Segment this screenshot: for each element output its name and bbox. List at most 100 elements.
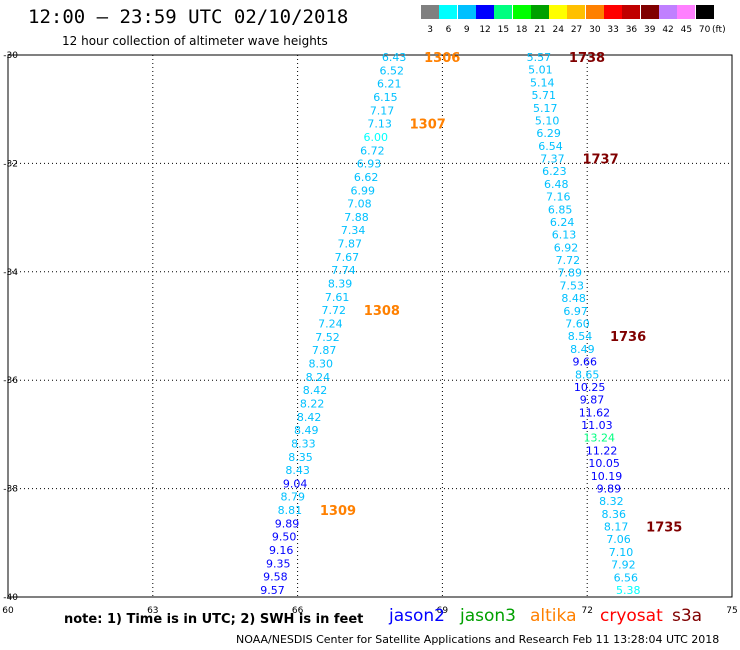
data-point-altika: 8.24 (306, 371, 331, 384)
x-tick-label: 66 (292, 606, 304, 616)
data-point-s3a: 5.10 (535, 114, 560, 127)
data-point-altika: 7.24 (318, 318, 343, 331)
data-point-altika: 7.08 (347, 198, 372, 211)
data-point-altika: 8.43 (285, 464, 310, 477)
credit-line: NOAA/NESDIS Center for Satellite Applica… (236, 633, 720, 646)
time-label-s3a: 1738 (569, 51, 605, 66)
data-point-altika: 6.93 (357, 158, 382, 171)
data-point-altika: 8.49 (294, 424, 319, 437)
time-label-s3a: 1735 (646, 521, 682, 536)
data-point-altika: 9.16 (269, 544, 294, 557)
legend-swatch (421, 5, 439, 19)
data-point-s3a: 7.10 (609, 546, 634, 559)
data-point-altika: 6.21 (377, 78, 402, 91)
data-point-altika: 8.30 (309, 357, 334, 370)
data-point-s3a: 6.13 (552, 229, 577, 242)
data-point-s3a: 8.65 (575, 368, 600, 381)
y-tick-label: -32 (3, 159, 18, 169)
satellite-jason2: jason2 (389, 606, 445, 626)
data-point-s3a: 8.36 (601, 508, 626, 521)
legend-swatch (567, 5, 586, 19)
data-point-altika: 7.88 (344, 211, 369, 224)
data-point-altika: 6.99 (351, 184, 376, 197)
data-point-altika: 8.81 (278, 504, 303, 517)
data-point-s3a: 6.54 (538, 140, 563, 153)
data-point-altika: 9.04 (283, 477, 308, 490)
data-point-s3a: 9.66 (573, 356, 598, 369)
legend-swatch (585, 5, 604, 19)
data-point-altika: 8.42 (297, 411, 322, 424)
data-point-s3a: 6.23 (542, 165, 567, 178)
legend-swatch (604, 5, 622, 19)
data-point-altika: 9.35 (266, 557, 291, 570)
time-label-altika: 1309 (320, 504, 356, 519)
data-point-s3a: 10.19 (591, 470, 623, 483)
legend-label: 33 (607, 25, 619, 35)
data-point-altika: 9.89 (275, 517, 300, 530)
data-point-s3a: 8.32 (599, 495, 624, 508)
legend-label: 27 (570, 25, 583, 35)
data-point-s3a: 7.16 (546, 191, 571, 204)
data-point-s3a: 7.06 (606, 533, 631, 546)
data-point-s3a: 5.01 (528, 64, 553, 77)
legend-label: 21 (534, 25, 546, 35)
data-point-s3a: 11.22 (586, 444, 618, 457)
time-label-s3a: 1737 (582, 153, 618, 168)
data-point-altika: 6.62 (354, 171, 379, 184)
legend-label: 15 (497, 25, 510, 35)
legend-swatch (439, 5, 458, 19)
data-point-s3a: 10.05 (588, 457, 620, 470)
time-label-altika: 1308 (364, 304, 400, 319)
legend-label: 70 (698, 25, 711, 35)
legend-swatch (457, 5, 476, 19)
legend-label: 30 (589, 25, 601, 35)
data-point-altika: 7.87 (312, 344, 337, 357)
x-tick-label: 60 (2, 606, 14, 616)
data-point-s3a: 11.03 (581, 419, 613, 432)
x-tick-label: 63 (147, 606, 158, 616)
legend-label: 39 (644, 25, 656, 35)
legend-label: 36 (625, 25, 638, 35)
legend-swatch (695, 5, 714, 19)
legend-swatch (658, 5, 677, 19)
data-point-altika: 7.13 (367, 118, 392, 131)
data-point-s3a: 7.89 (558, 267, 583, 280)
data-point-s3a: 6.56 (614, 571, 639, 584)
data-point-s3a: 6.85 (548, 203, 573, 216)
time-label-altika: 1306 (424, 51, 460, 66)
data-point-s3a: 8.17 (604, 521, 629, 534)
data-point-s3a: 9.89 (597, 482, 622, 495)
time-label-altika: 1307 (410, 118, 446, 133)
y-tick-label: -30 (3, 51, 18, 61)
legend-swatch (549, 5, 568, 19)
data-point-altika: 7.72 (322, 304, 347, 317)
legend-label: 12 (479, 25, 491, 35)
data-point-s3a: 9.87 (580, 394, 605, 407)
data-point-s3a: 6.24 (550, 216, 575, 229)
data-point-altika: 7.87 (337, 238, 362, 251)
legend-label: 42 (662, 25, 674, 35)
data-point-altika: 7.34 (341, 224, 366, 237)
data-point-s3a: 7.92 (611, 559, 636, 572)
data-point-s3a: 7.72 (556, 254, 581, 267)
legend-swatch (512, 5, 531, 19)
data-point-altika: 8.22 (300, 397, 325, 410)
legend-swatch (494, 5, 513, 19)
data-point-altika: 6.15 (373, 91, 398, 104)
data-point-altika: 8.79 (281, 491, 306, 504)
footer-note: note: 1) Time is in UTC; 2) SWH is in fe… (64, 612, 364, 627)
data-point-s3a: 6.97 (563, 305, 588, 318)
legend-swatch (530, 5, 549, 19)
time-label-s3a: 1736 (610, 330, 646, 345)
data-point-altika: 9.57 (260, 584, 285, 597)
data-point-s3a: 5.38 (616, 584, 641, 597)
data-point-s3a: 6.48 (544, 178, 569, 191)
data-point-altika: 6.43 (382, 51, 407, 64)
data-point-altika: 6.00 (364, 131, 389, 144)
x-tick-label: 75 (726, 606, 737, 616)
data-point-s3a: 7.60 (565, 318, 590, 331)
legend-label: 24 (552, 25, 564, 35)
data-point-altika: 8.35 (288, 451, 313, 464)
page-title: 12:00 – 23:59 UTC 02/10/2018 (28, 6, 349, 28)
